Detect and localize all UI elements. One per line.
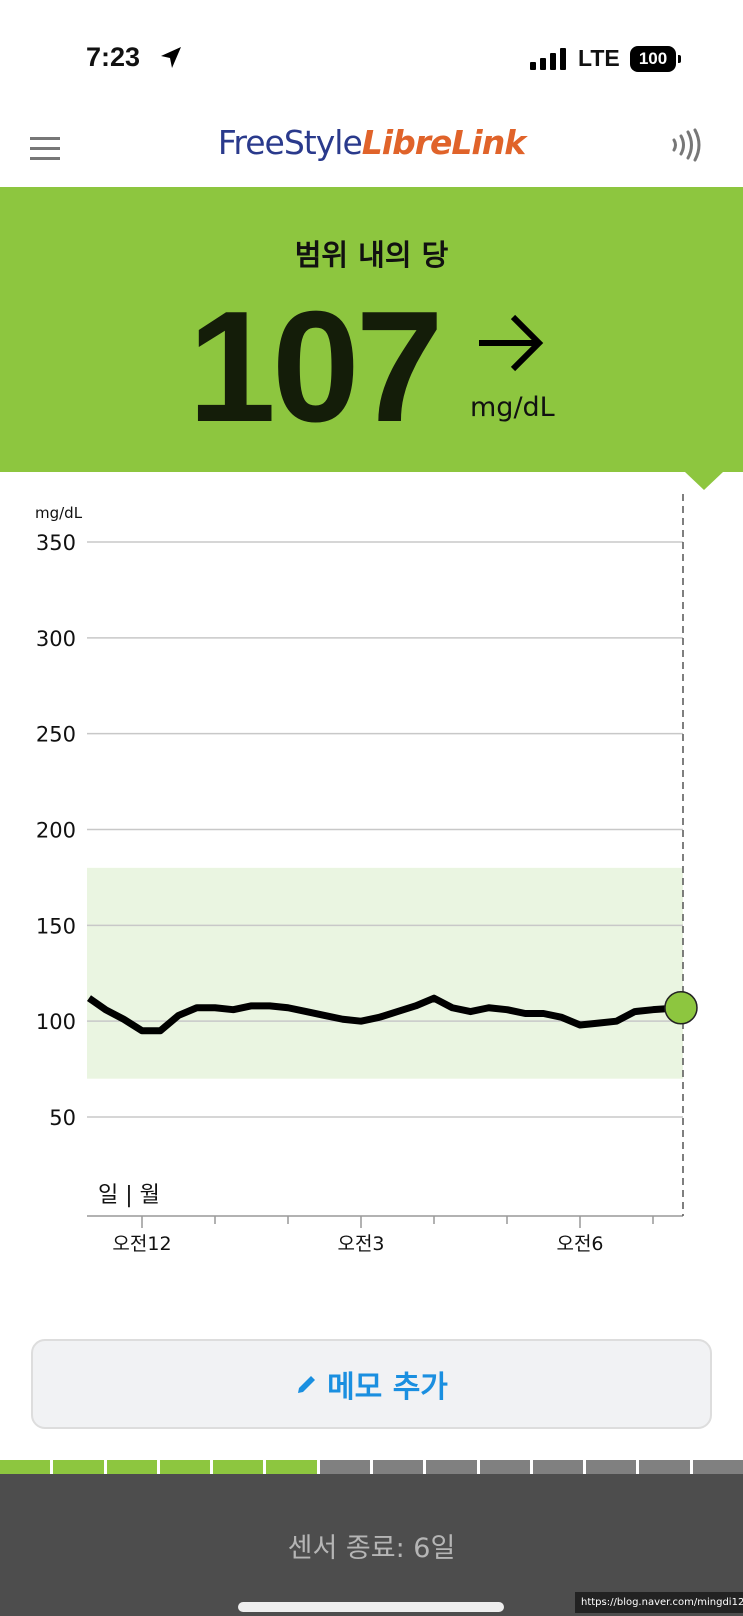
sensor-day-segment	[426, 1460, 477, 1474]
x-tick-label: 오전12	[112, 1233, 171, 1255]
sensor-day-segment	[159, 1460, 211, 1474]
sensor-day-segment	[0, 1460, 51, 1474]
y-tick-label: 250	[36, 723, 76, 747]
sensor-day-segment	[586, 1460, 637, 1474]
sensor-day-segment	[692, 1460, 743, 1474]
sensor-day-segment	[372, 1460, 424, 1474]
y-tick-label: 100	[36, 1010, 76, 1034]
signal-icon	[530, 48, 566, 70]
y-tick-label: 300	[36, 627, 76, 651]
add-memo-label: 메모 추가	[327, 1370, 448, 1405]
pencil-icon	[298, 1376, 316, 1393]
current-pointer	[685, 472, 723, 490]
sensor-day-segment	[53, 1460, 104, 1474]
app-logo: FreeStyleLibreLink	[217, 123, 526, 162]
y-tick-label: 200	[36, 819, 76, 843]
glucose-line	[86, 994, 682, 1035]
glucose-banner: 범위 내의 당 107 mg/dL	[0, 187, 743, 472]
glucose-value: 107	[188, 279, 444, 455]
menu-icon[interactable]	[30, 137, 60, 167]
home-indicator[interactable]	[238, 1602, 504, 1612]
network-type: LTE	[578, 45, 620, 71]
battery-icon: 100	[630, 46, 681, 72]
add-memo-button[interactable]: 메모 추가	[31, 1339, 712, 1429]
sensor-day-segment	[319, 1460, 370, 1474]
sensor-day-segment	[532, 1460, 584, 1474]
y-tick-label: 150	[36, 914, 76, 938]
watermark: https://blog.naver.com/mingdi1215	[575, 1592, 743, 1613]
y-tick-label: 350	[36, 531, 76, 555]
arrow-right-icon	[479, 314, 544, 372]
range-status: 범위 내의 당	[294, 238, 449, 272]
y-tick-label: 50	[49, 1106, 76, 1130]
nfc-scan-icon[interactable]	[668, 128, 704, 162]
sensor-life-bar	[0, 1460, 743, 1474]
sensor-footer: 센서 종료: 6일 https://blog.naver.com/mingdi1…	[0, 1474, 743, 1616]
sensor-remaining: 센서 종료: 6일	[287, 1533, 456, 1564]
sensor-day-segment	[106, 1460, 157, 1474]
sensor-day-segment	[213, 1460, 264, 1474]
clock: 7:23	[86, 42, 141, 72]
x-tick-label: 오전3	[337, 1233, 384, 1255]
day-divider-label: 일 | 월	[98, 1183, 160, 1208]
sensor-day-segment	[266, 1460, 317, 1474]
glucose-unit: mg/dL	[470, 392, 555, 423]
current-reading-marker	[664, 991, 698, 1025]
target-range-band	[87, 867, 683, 1079]
sensor-day-segment	[479, 1460, 530, 1474]
location-arrow-icon	[161, 47, 181, 68]
status-bar: 7:23 LTE 100	[0, 0, 743, 100]
x-tick-label: 오전6	[556, 1233, 603, 1255]
y-axis-unit: mg/dL	[35, 504, 83, 522]
sensor-day-segment	[639, 1460, 690, 1474]
glucose-chart: mg/dL 50 100 150 200 250 300 350 오전12 오전3 오전6 일 | 월	[35, 490, 698, 1255]
